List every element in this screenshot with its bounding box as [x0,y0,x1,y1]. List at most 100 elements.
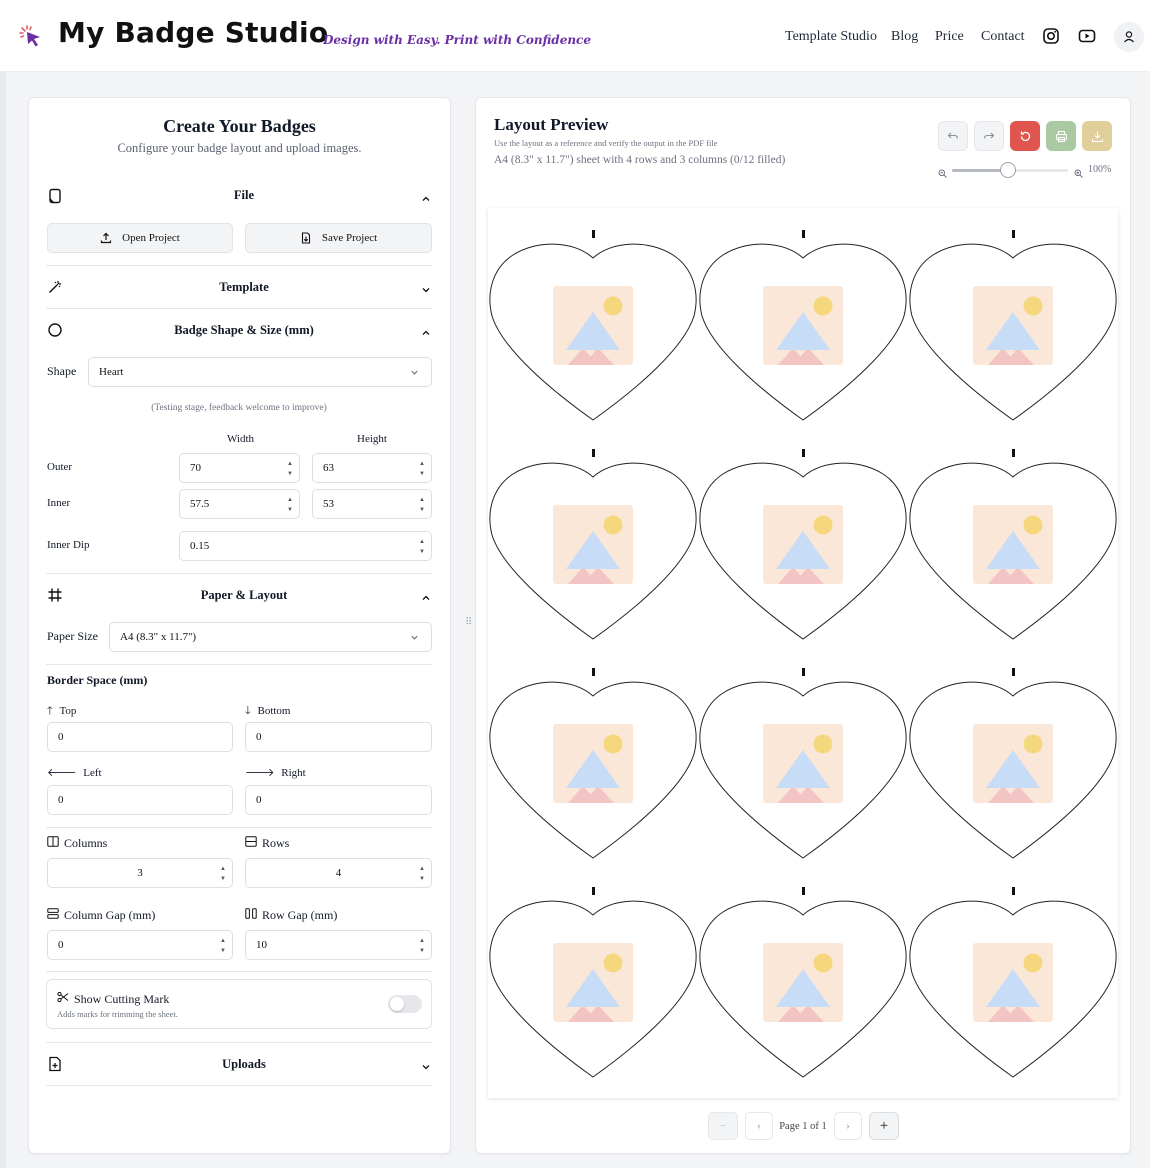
nav-template-studio[interactable]: Template Studio [785,29,877,44]
row-gap-input[interactable]: 10 ▲ ▼ [245,930,432,960]
shape-select-value: Heart [99,366,124,378]
divider [46,308,432,309]
chevron-up-icon[interactable] [421,325,431,335]
column-gap-value: 0 [58,939,64,951]
column-gap-input[interactable]: 0 ▲ ▼ [47,930,233,960]
cutting-mark-desc: Adds marks for trimming the sheet. [57,1009,178,1019]
inner-width-input[interactable]: 57.5 ▲ ▼ [179,489,300,519]
badge-slot[interactable] [908,449,1118,649]
nav-contact[interactable]: Contact [981,29,1025,44]
download-button[interactable] [1082,121,1112,151]
shape-label: Shape [47,364,77,378]
inner-height-input[interactable]: 53 ▲ ▼ [312,489,432,519]
chevron-down-icon[interactable] [421,1059,431,1070]
arrow-right-icon: 🡒 [245,767,275,779]
outer-width-input[interactable]: 70 ▲ ▼ [179,453,300,483]
section-shape-title[interactable]: Badge Shape & Size (mm) [174,323,314,337]
section-uploads-title[interactable]: Uploads [222,1057,266,1071]
layout-preview-reference: Use the layout as a reference and verify… [494,138,718,148]
border-left-input[interactable]: 0 [47,785,233,815]
border-bottom-value: 0 [256,731,262,743]
border-left-value: 0 [58,794,64,806]
badge-slot[interactable] [488,449,698,649]
badge-slot[interactable] [908,230,1118,430]
badge-slot[interactable] [908,668,1118,868]
border-right-value: 0 [256,794,262,806]
rows-input[interactable]: 4 ▲ ▼ [245,858,432,888]
brand-name[interactable]: My Badge Studio [58,16,329,49]
section-file-title[interactable]: File [233,188,255,202]
stepper-arrows[interactable]: ▲ ▼ [419,866,425,882]
badge-slot[interactable] [488,887,698,1087]
nav-price[interactable]: Price [935,29,964,44]
print-button[interactable] [1046,121,1076,151]
stepper-arrows[interactable]: ▲ ▼ [419,497,425,513]
stepper-arrows[interactable]: ▲ ▼ [220,866,226,882]
row-gap-icon [245,908,257,919]
badge-slot[interactable] [698,887,908,1087]
border-top-input[interactable]: 0 [47,722,233,752]
circle-icon [47,322,63,338]
badge-slot[interactable] [698,230,908,430]
rows-label-text: Rows [262,836,290,850]
prev-page-button[interactable]: ‹ [745,1112,773,1140]
border-right-input[interactable]: 0 [245,785,432,815]
zoom-in-page-button[interactable]: + [869,1112,899,1140]
column-gap-label-text: Column Gap (mm) [64,908,156,922]
row-gap-label-text: Row Gap (mm) [262,908,338,922]
panel-resize-grip-icon[interactable]: ⠿ [465,617,473,628]
youtube-icon[interactable] [1078,27,1096,45]
zoom-out-icon[interactable] [938,165,947,178]
outer-label: Outer [47,461,73,473]
zoom-in-icon[interactable] [1074,165,1083,178]
redo-icon [983,132,995,139]
paper-size-label: Paper Size [47,629,98,643]
chevron-down-icon [411,635,418,640]
section-template-title[interactable]: Template [219,280,269,294]
divider [46,827,432,828]
chevron-down-icon[interactable] [421,282,431,293]
badge-slot[interactable] [698,668,908,868]
layout-preview-title: Layout Preview [494,115,609,134]
border-bottom-input[interactable]: 0 [245,722,432,752]
stepper-arrows[interactable]: ▲ ▼ [419,938,425,954]
open-project-button[interactable]: Open Project [47,223,233,253]
badge-slot[interactable] [488,668,698,868]
rows-label: Rows [245,836,289,851]
image-placeholder-icon [553,943,633,1022]
stepper-arrows[interactable]: ▲ ▼ [419,539,425,555]
undo-button[interactable] [938,121,968,151]
section-paper-title[interactable]: Paper & Layout [200,588,288,602]
stepper-arrows[interactable]: ▲ ▼ [287,461,293,477]
shape-select[interactable]: Heart [88,357,432,387]
left-label-text: Left [83,767,102,779]
stepper-arrows[interactable]: ▲ ▼ [287,497,293,513]
next-page-button[interactable]: › [834,1112,862,1140]
redo-button[interactable] [974,121,1004,151]
width-header: Width [227,433,255,445]
instagram-icon[interactable] [1042,27,1060,45]
zoom-out-page-button[interactable]: − [708,1112,738,1140]
badge-slot[interactable] [488,230,698,430]
inner-dip-input[interactable]: 0.15 ▲ ▼ [179,531,432,561]
user-menu-button[interactable] [1114,22,1144,52]
cutting-mark-label-text: Show Cutting Mark [74,992,170,1006]
outer-height-input[interactable]: 63 ▲ ▼ [312,453,432,483]
save-project-button[interactable]: Save Project [245,223,432,253]
cutting-mark-toggle[interactable] [388,995,422,1013]
columns-input[interactable]: 3 ▲ ▼ [47,858,233,888]
chevron-up-icon[interactable] [421,590,431,600]
left-edge-strip [0,72,6,1168]
stepper-arrows[interactable]: ▲ ▼ [419,461,425,477]
zoom-slider-handle[interactable] [999,162,1016,178]
chevron-up-icon[interactable] [421,191,431,201]
nav-blog[interactable]: Blog [891,29,919,44]
image-placeholder-icon [973,505,1053,584]
paper-size-select[interactable]: A4 (8.3" x 11.7") [109,622,432,652]
stepper-arrows[interactable]: ▲ ▼ [220,938,226,954]
image-placeholder-icon [973,286,1053,365]
badge-slot[interactable] [698,449,908,649]
badge-slot[interactable] [908,887,1118,1087]
reset-button[interactable] [1010,121,1040,151]
cursor-sparkle-icon[interactable] [18,24,44,50]
